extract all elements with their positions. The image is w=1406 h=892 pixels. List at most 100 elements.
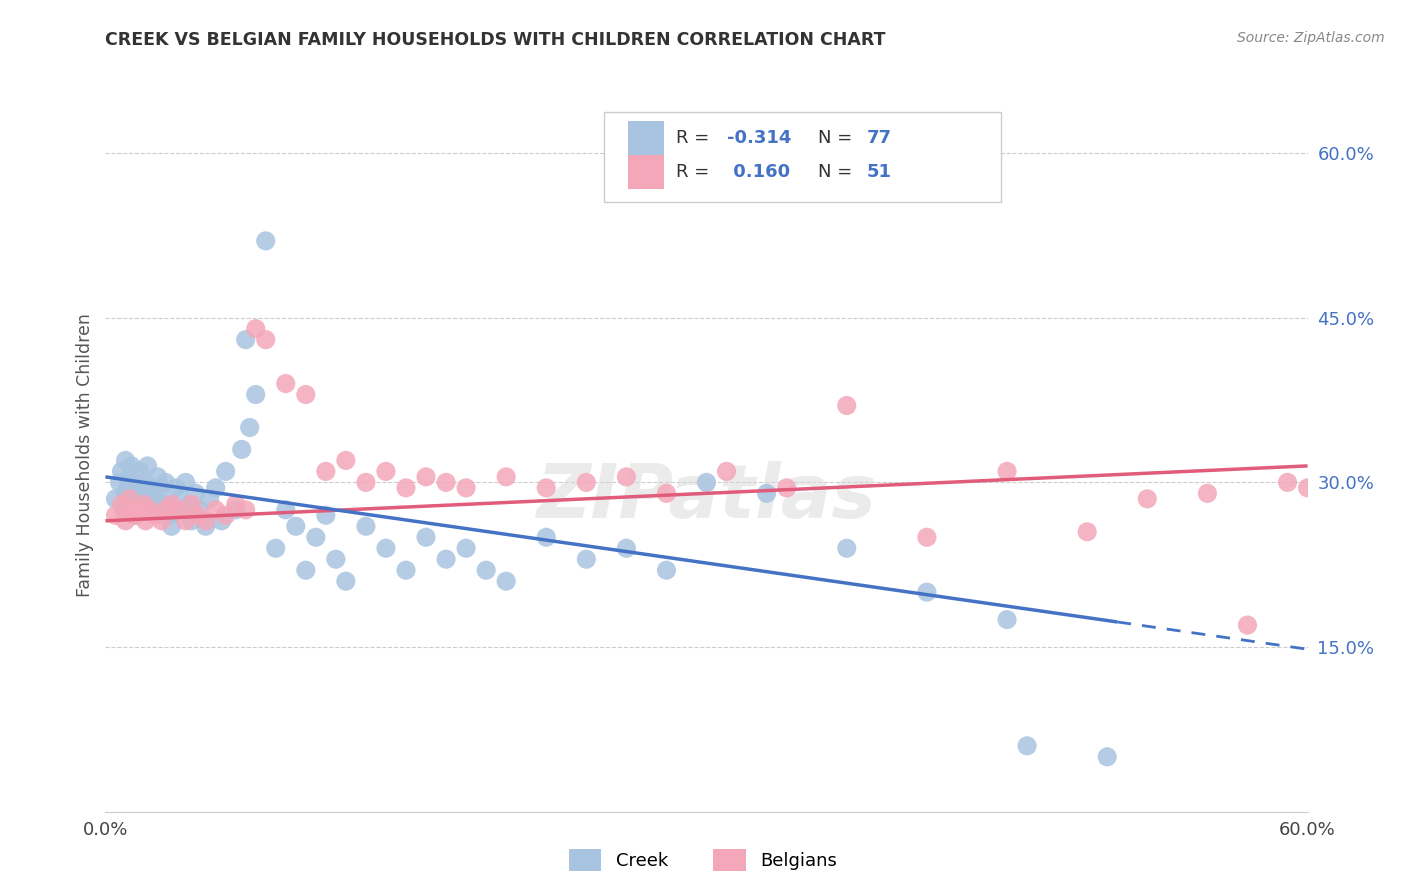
Point: [104, 508, 127, 523]
Point: [170, 503, 193, 517]
Point: [118, 491, 141, 506]
Point: [211, 514, 233, 528]
Point: [204, 503, 226, 517]
Point: [374, 541, 398, 556]
Point: [188, 503, 211, 517]
Point: [148, 503, 170, 517]
Point: [124, 508, 146, 523]
FancyBboxPatch shape: [628, 155, 665, 189]
Point: [696, 475, 718, 490]
Point: [295, 387, 318, 401]
Point: [160, 497, 183, 511]
Point: [534, 481, 557, 495]
Text: N =: N =: [818, 129, 858, 147]
Text: R =: R =: [676, 163, 716, 181]
Point: [335, 574, 357, 589]
Point: [141, 491, 163, 506]
Point: [124, 508, 146, 523]
Point: [1136, 491, 1159, 506]
Point: [169, 491, 191, 506]
Point: [1076, 524, 1098, 539]
Point: [776, 481, 799, 495]
Point: [305, 530, 328, 544]
Point: [245, 387, 267, 401]
Text: R =: R =: [676, 129, 716, 147]
Text: 51: 51: [866, 163, 891, 181]
Point: [159, 508, 181, 523]
Point: [284, 519, 307, 533]
Point: [156, 497, 179, 511]
Text: CREEK VS BELGIAN FAMILY HOUSEHOLDS WITH CHILDREN CORRELATION CHART: CREEK VS BELGIAN FAMILY HOUSEHOLDS WITH …: [105, 31, 886, 49]
Point: [166, 503, 188, 517]
Point: [128, 464, 150, 478]
Point: [835, 399, 858, 413]
Point: [1017, 739, 1039, 753]
Point: [110, 464, 132, 478]
Text: Source: ZipAtlas.com: Source: ZipAtlas.com: [1237, 31, 1385, 45]
Point: [135, 514, 157, 528]
Point: [204, 481, 226, 495]
Point: [127, 491, 149, 506]
Point: [655, 486, 678, 500]
Y-axis label: Family Households with Children: Family Households with Children: [76, 313, 94, 597]
Point: [755, 486, 778, 500]
Point: [235, 333, 257, 347]
Point: [132, 503, 155, 517]
Point: [415, 470, 437, 484]
Point: [231, 442, 253, 457]
Point: [1277, 475, 1299, 490]
Point: [150, 514, 173, 528]
Point: [1236, 618, 1258, 632]
Point: [114, 486, 136, 500]
Point: [165, 481, 187, 495]
Point: [114, 514, 136, 528]
Point: [214, 464, 236, 478]
Point: [225, 497, 247, 511]
Point: [995, 613, 1018, 627]
Point: [132, 497, 155, 511]
Point: [1197, 486, 1219, 500]
Point: [1097, 749, 1119, 764]
Point: [374, 464, 398, 478]
Point: [395, 481, 418, 495]
FancyBboxPatch shape: [605, 112, 1001, 202]
Point: [155, 503, 177, 517]
Point: [716, 464, 738, 478]
Point: [112, 503, 135, 517]
Point: [575, 552, 598, 566]
Point: [194, 514, 217, 528]
Point: [534, 530, 557, 544]
Point: [475, 563, 498, 577]
Point: [454, 481, 477, 495]
Point: [179, 497, 201, 511]
Point: [136, 458, 159, 473]
Point: [354, 475, 377, 490]
Point: [180, 497, 202, 511]
Point: [180, 514, 202, 528]
Point: [194, 519, 217, 533]
Point: [187, 508, 209, 523]
Point: [915, 585, 938, 599]
Text: 0.160: 0.160: [727, 163, 790, 181]
Point: [235, 503, 257, 517]
Point: [655, 563, 678, 577]
Point: [145, 486, 167, 500]
Point: [124, 475, 146, 490]
Point: [138, 503, 160, 517]
Point: [150, 481, 173, 495]
Point: [915, 530, 938, 544]
Point: [434, 475, 457, 490]
Point: [146, 470, 169, 484]
Point: [135, 475, 157, 490]
Point: [616, 470, 638, 484]
FancyBboxPatch shape: [628, 121, 665, 155]
Point: [995, 464, 1018, 478]
Point: [315, 508, 337, 523]
Point: [239, 420, 262, 434]
Point: [254, 333, 277, 347]
Point: [1296, 481, 1319, 495]
Point: [174, 514, 197, 528]
Point: [122, 497, 145, 511]
Point: [415, 530, 437, 544]
Point: [114, 453, 136, 467]
